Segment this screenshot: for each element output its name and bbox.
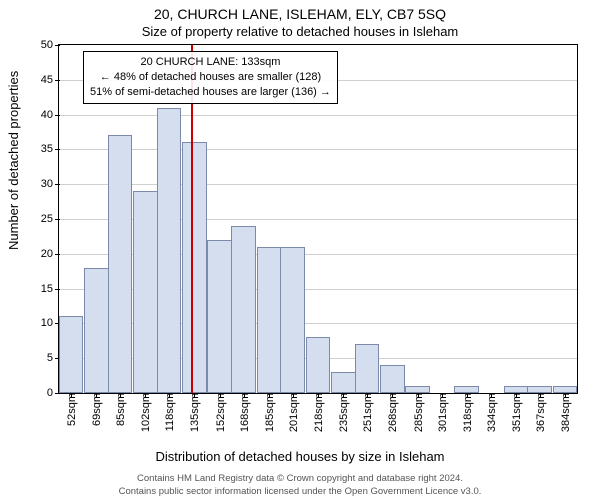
annotation-line: ← 48% of detached houses are smaller (12… bbox=[90, 70, 331, 85]
xtick-label: 152sqm bbox=[213, 393, 227, 432]
histogram-bar bbox=[133, 191, 158, 393]
histogram-bar bbox=[306, 337, 331, 393]
xtick-label: 135sqm bbox=[187, 393, 201, 432]
histogram-bar bbox=[182, 142, 207, 393]
histogram-bar bbox=[331, 372, 356, 393]
xtick-label: 235sqm bbox=[336, 393, 350, 432]
histogram-bar bbox=[454, 386, 479, 393]
xtick-label: 85sqm bbox=[113, 393, 127, 426]
gridline-h bbox=[59, 115, 577, 116]
histogram-bar bbox=[405, 386, 430, 393]
xtick-label: 285sqm bbox=[411, 393, 425, 432]
xtick-label: 218sqm bbox=[311, 393, 325, 432]
ytick-label: 20 bbox=[41, 248, 59, 260]
histogram-bar bbox=[257, 247, 282, 393]
ytick-label: 15 bbox=[41, 283, 59, 295]
xtick-label: 268sqm bbox=[385, 393, 399, 432]
ytick-label: 40 bbox=[41, 109, 59, 121]
gridline-h bbox=[59, 184, 577, 185]
xtick-label: 384sqm bbox=[558, 393, 572, 432]
plot-area: 0510152025303540455052sqm69sqm85sqm102sq… bbox=[58, 44, 578, 394]
x-axis-label: Distribution of detached houses by size … bbox=[0, 449, 600, 464]
gridline-h bbox=[59, 149, 577, 150]
histogram-bar bbox=[380, 365, 405, 393]
annotation-line: 20 CHURCH LANE: 133sqm bbox=[90, 55, 331, 70]
footer-line: Contains HM Land Registry data © Crown c… bbox=[0, 473, 600, 485]
xtick-label: 102sqm bbox=[138, 393, 152, 432]
annotation-box: 20 CHURCH LANE: 133sqm ← 48% of detached… bbox=[83, 51, 338, 104]
xtick-label: 69sqm bbox=[89, 393, 103, 426]
histogram-bar bbox=[553, 386, 578, 393]
y-axis-label: Number of detached properties bbox=[6, 71, 21, 250]
ytick-label: 45 bbox=[41, 74, 59, 86]
xtick-label: 185sqm bbox=[262, 393, 276, 432]
xtick-label: 251sqm bbox=[360, 393, 374, 432]
annotation-line: 51% of semi-detached houses are larger (… bbox=[90, 85, 331, 100]
ytick-label: 25 bbox=[41, 213, 59, 225]
ytick-label: 10 bbox=[41, 317, 59, 329]
xtick-label: 367sqm bbox=[533, 393, 547, 432]
ytick-label: 35 bbox=[41, 143, 59, 155]
chart-container: 20, CHURCH LANE, ISLEHAM, ELY, CB7 5SQ S… bbox=[0, 0, 600, 500]
histogram-bar bbox=[207, 240, 232, 393]
histogram-bar bbox=[504, 386, 529, 393]
xtick-label: 201sqm bbox=[286, 393, 300, 432]
histogram-bar bbox=[527, 386, 552, 393]
histogram-bar bbox=[59, 316, 84, 393]
histogram-bar bbox=[157, 108, 182, 393]
xtick-label: 351sqm bbox=[509, 393, 523, 432]
xtick-label: 318sqm bbox=[460, 393, 474, 432]
ytick-label: 50 bbox=[41, 39, 59, 51]
footer-attribution: Contains HM Land Registry data © Crown c… bbox=[0, 473, 600, 498]
ytick-label: 5 bbox=[47, 352, 59, 364]
histogram-bar bbox=[355, 344, 380, 393]
xtick-label: 334sqm bbox=[484, 393, 498, 432]
histogram-bar bbox=[231, 226, 256, 393]
histogram-bar bbox=[280, 247, 305, 393]
xtick-label: 118sqm bbox=[162, 393, 176, 431]
histogram-bar bbox=[84, 268, 109, 393]
xtick-label: 52sqm bbox=[64, 393, 78, 426]
page-title: 20, CHURCH LANE, ISLEHAM, ELY, CB7 5SQ bbox=[0, 6, 600, 22]
xtick-label: 301sqm bbox=[435, 393, 449, 432]
footer-line: Contains public sector information licen… bbox=[0, 486, 600, 498]
histogram-bar bbox=[108, 135, 133, 393]
page-subtitle: Size of property relative to detached ho… bbox=[0, 24, 600, 39]
xtick-label: 168sqm bbox=[237, 393, 251, 432]
ytick-label: 30 bbox=[41, 178, 59, 190]
ytick-label: 0 bbox=[47, 387, 59, 399]
